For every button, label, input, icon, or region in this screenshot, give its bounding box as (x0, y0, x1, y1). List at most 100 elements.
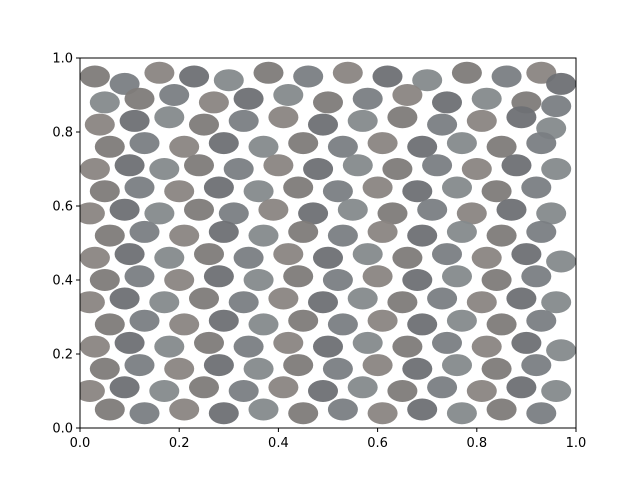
scatter-point (129, 402, 160, 425)
scatter-point (218, 202, 249, 225)
scatter-point (248, 313, 279, 336)
scatter-point (541, 291, 572, 314)
x-tick-label: 0.8 (466, 436, 487, 451)
scatter-point (442, 265, 472, 288)
scatter-point (89, 269, 120, 291)
scatter-point (223, 158, 254, 180)
scatter-point (506, 287, 537, 310)
scatter-point (203, 176, 234, 199)
scatter-point (233, 246, 264, 269)
scatter-point (347, 109, 378, 132)
scatter-point (352, 87, 383, 110)
scatter-point (169, 313, 200, 336)
scatter-point (521, 354, 552, 377)
scatter-point (536, 202, 567, 225)
scatter-point (268, 376, 299, 399)
scatter-point (114, 331, 145, 354)
y-tick-label: 0.2 (52, 348, 73, 363)
scatter-point (486, 398, 517, 421)
scatter-point (446, 402, 477, 425)
scatter-point (442, 176, 472, 199)
scatter-point (283, 176, 314, 199)
scatter-point (521, 265, 552, 288)
scatter-point (159, 84, 190, 106)
scatter-point (228, 291, 259, 314)
scatter-point (446, 220, 477, 243)
scatter-point (521, 176, 552, 199)
scatter-point (228, 109, 259, 132)
scatter-point (213, 69, 244, 92)
scatter-point (546, 339, 576, 362)
scatter-point (367, 402, 398, 425)
scatter-point (149, 158, 180, 180)
scatter-point (327, 313, 358, 336)
scatter-point (392, 246, 423, 269)
scatter-point (541, 95, 572, 118)
scatter-point (124, 354, 155, 377)
scatter-point (129, 132, 160, 155)
x-axis: 0.0 0.2 0.4 0.6 0.8 1.0 (70, 428, 586, 451)
scatter-point (402, 357, 433, 380)
scatter-point (427, 113, 458, 136)
scatter-point (407, 313, 438, 336)
scatter-point (446, 132, 477, 155)
scatter-point (208, 132, 239, 155)
scatter-point (402, 269, 433, 291)
scatter-point (283, 354, 314, 377)
scatter-point (189, 113, 219, 136)
scatter-point (392, 84, 423, 106)
scatter-point (387, 380, 418, 402)
scatter-point (154, 246, 185, 269)
scatter-point (248, 398, 279, 421)
scatter-point (94, 398, 125, 421)
scatter-point (442, 354, 472, 377)
scatter-point (208, 309, 239, 332)
scatter-point (367, 132, 398, 155)
scatter-point (481, 180, 512, 203)
scatter-point (506, 376, 537, 399)
scatter-point (149, 291, 180, 314)
scatter-point (288, 309, 319, 332)
scatter-point (129, 220, 160, 243)
scatter-point (347, 287, 378, 310)
scatter-point (313, 335, 343, 358)
scatter-point (313, 246, 343, 269)
scatter-point (491, 65, 522, 88)
scatter-point (253, 61, 284, 84)
x-tick-label: 0.4 (268, 436, 289, 451)
scatter-point (268, 106, 299, 129)
scatter-point (184, 154, 214, 177)
scatter-point (194, 331, 224, 354)
scatter-point (273, 243, 304, 266)
scatter-point (486, 135, 517, 158)
scatter-point (322, 357, 353, 380)
scatter-point (471, 335, 502, 358)
scatter-point (208, 402, 239, 425)
y-tick-label: 0.8 (52, 126, 73, 141)
scatter-point (228, 380, 259, 402)
scatter-point (184, 198, 214, 221)
scatter-point (481, 269, 512, 291)
scatter-point (124, 176, 155, 199)
scatter-point (124, 265, 155, 288)
scatter-point (372, 65, 403, 88)
scatter-point (233, 87, 264, 110)
scatter-point (298, 202, 329, 225)
scatter-point (481, 357, 512, 380)
scatter-point (194, 243, 224, 266)
scatter-point (89, 357, 120, 380)
scatter-point (208, 220, 239, 243)
scatter-point (471, 246, 502, 269)
scatter-point (288, 402, 319, 425)
points-layer (80, 61, 576, 425)
scatter-point (308, 291, 338, 314)
scatter-point (511, 331, 542, 354)
scatter-point (392, 335, 423, 358)
scatter-point (308, 113, 338, 136)
scatter-point (432, 91, 462, 114)
scatter-point (342, 154, 373, 177)
scatter-point (80, 335, 110, 358)
scatter-point (149, 380, 180, 402)
scatter-point (94, 135, 125, 158)
scatter-point (387, 106, 418, 129)
